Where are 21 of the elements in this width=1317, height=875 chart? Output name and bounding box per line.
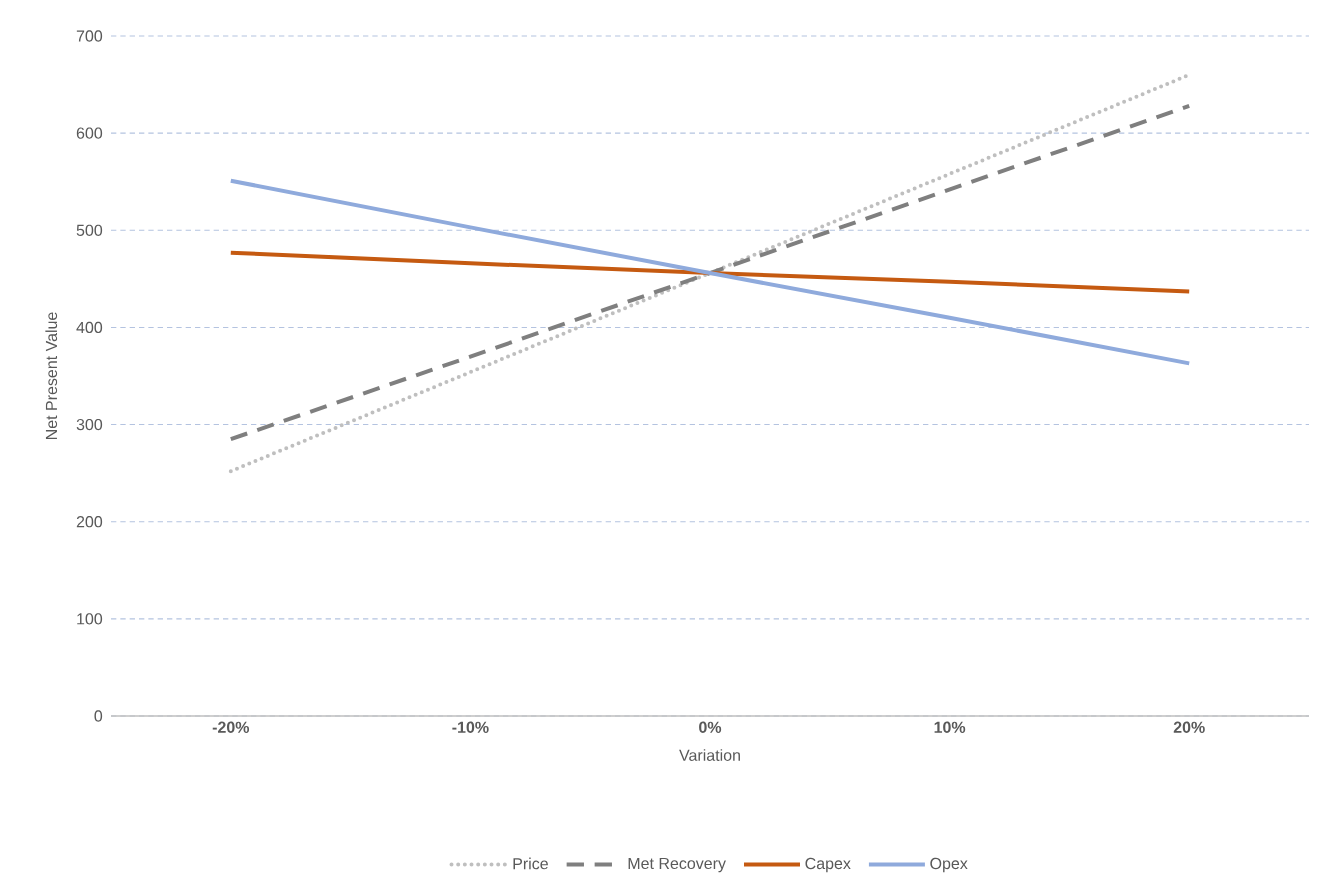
legend-label: Met Recovery <box>628 857 726 873</box>
x-tick-label: 20% <box>1173 721 1205 733</box>
x-tick-label: 10% <box>934 721 966 733</box>
y-tick-label: 700 <box>76 30 103 42</box>
line-series <box>228 250 1192 294</box>
x-tick-label: -20% <box>212 721 250 733</box>
line-series <box>228 178 1192 366</box>
legend-label: Price <box>513 857 548 870</box>
x-axis-title: Variation <box>679 749 740 761</box>
y-axis-title: Net Present Value <box>45 312 58 440</box>
y-tick-label: 400 <box>76 321 103 334</box>
x-tick-label: 0% <box>699 721 722 733</box>
y-tick-label: 500 <box>76 224 103 236</box>
legend-label: Capex <box>805 857 851 873</box>
legend-label: Opex <box>930 857 968 873</box>
y-tick-label: 600 <box>76 127 103 139</box>
x-tick-label: -10% <box>452 721 489 733</box>
y-tick-label: 300 <box>76 418 103 431</box>
y-tick-label: 100 <box>77 613 103 625</box>
y-tick-label: 200 <box>76 516 103 528</box>
y-tick-label: 0 <box>94 710 103 722</box>
